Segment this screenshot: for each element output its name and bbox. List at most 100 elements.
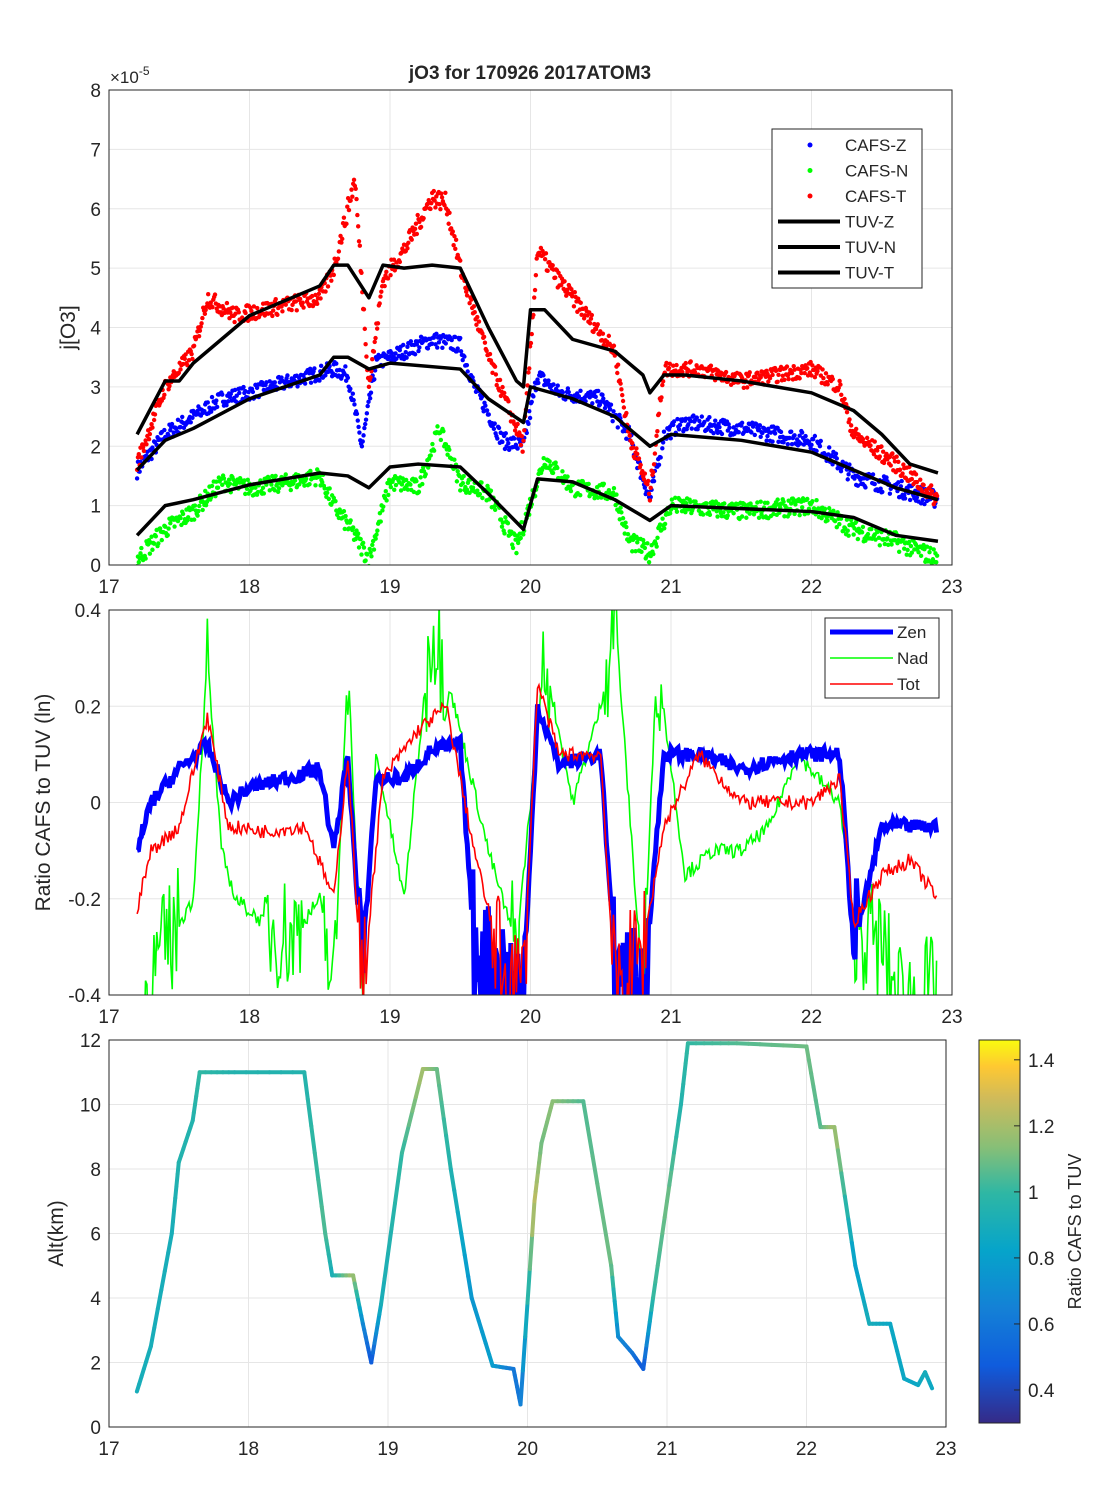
track-segment [452, 1188, 460, 1214]
data-point [392, 487, 397, 492]
data-point [825, 382, 830, 387]
data-point [436, 340, 442, 345]
data-point [655, 429, 660, 434]
data-point [622, 531, 627, 536]
data-point [512, 428, 518, 433]
data-point [143, 438, 148, 443]
data-point [521, 438, 526, 443]
data-point [483, 403, 488, 408]
data-point [175, 417, 181, 423]
data-point [633, 548, 638, 554]
data-point [397, 259, 403, 265]
data-point [460, 481, 466, 486]
data-point [350, 525, 356, 530]
data-point [188, 420, 193, 425]
data-point [198, 324, 203, 329]
data-point [782, 514, 787, 519]
data-point [648, 485, 653, 491]
data-point [413, 221, 419, 226]
track-segment [846, 1217, 854, 1245]
data-point [497, 377, 503, 383]
data-point [600, 331, 606, 336]
data-point [480, 331, 485, 336]
data-point [250, 389, 256, 395]
data-point [747, 370, 752, 375]
track-segment [665, 1183, 672, 1204]
data-point [880, 489, 885, 495]
data-point [615, 425, 620, 430]
data-point [674, 362, 679, 368]
data-point [500, 384, 505, 390]
data-point [232, 319, 237, 325]
data-point [412, 352, 418, 357]
data-point [725, 513, 730, 518]
track-segment [162, 1250, 171, 1274]
data-point [887, 491, 893, 496]
track-segment [518, 1368, 525, 1407]
data-point [634, 446, 639, 451]
data-point [615, 362, 621, 367]
data-point [522, 428, 527, 433]
data-point [205, 400, 210, 405]
data-point [614, 492, 619, 497]
data-point [186, 357, 192, 363]
data-point [189, 351, 194, 357]
data-point [388, 272, 393, 278]
data-point [309, 293, 315, 299]
data-point [519, 520, 524, 525]
data-point [464, 293, 470, 298]
data-point [671, 419, 677, 424]
data-point [313, 292, 318, 298]
data-point [797, 433, 802, 438]
data-point [834, 456, 839, 461]
data-point [885, 536, 890, 541]
track-segment [305, 1097, 314, 1128]
y-tick-label: 0 [90, 556, 101, 577]
data-point [490, 370, 495, 376]
y-tick-label: 6 [90, 1225, 101, 1246]
data-point [518, 442, 524, 448]
data-point [736, 430, 741, 435]
data-point [834, 525, 839, 530]
data-point [686, 367, 691, 373]
data-point [847, 462, 852, 467]
data-point [651, 462, 657, 467]
data-point [914, 479, 920, 485]
data-point [611, 343, 617, 348]
data-point [365, 403, 370, 409]
data-point [798, 441, 803, 446]
data-point [865, 531, 871, 537]
track-segment [658, 1231, 665, 1252]
data-point [418, 224, 424, 230]
data-point [758, 434, 763, 439]
data-point [568, 488, 574, 494]
data-point [600, 392, 605, 398]
data-point [232, 387, 238, 393]
data-point [630, 549, 635, 554]
data-point [929, 563, 935, 565]
data-point [464, 289, 469, 294]
data-point [576, 394, 582, 399]
data-point [833, 451, 839, 456]
data-point [621, 405, 627, 410]
data-point [180, 414, 185, 420]
data-point [355, 418, 360, 423]
data-point [220, 482, 225, 488]
data-point [227, 481, 233, 487]
track-segment [928, 1383, 935, 1391]
data-point [805, 496, 810, 502]
track-segment [406, 1108, 415, 1127]
data-point [713, 418, 718, 423]
data-point [855, 536, 861, 542]
data-point [272, 488, 277, 493]
data-point [435, 345, 440, 350]
data-point [578, 300, 583, 306]
data-point [458, 488, 463, 493]
data-point [283, 472, 288, 477]
data-point [619, 510, 624, 515]
y-tick-label: 2 [90, 1354, 101, 1375]
data-point [323, 289, 328, 294]
data-point [178, 515, 183, 521]
data-point [756, 515, 762, 521]
data-point [541, 456, 546, 461]
